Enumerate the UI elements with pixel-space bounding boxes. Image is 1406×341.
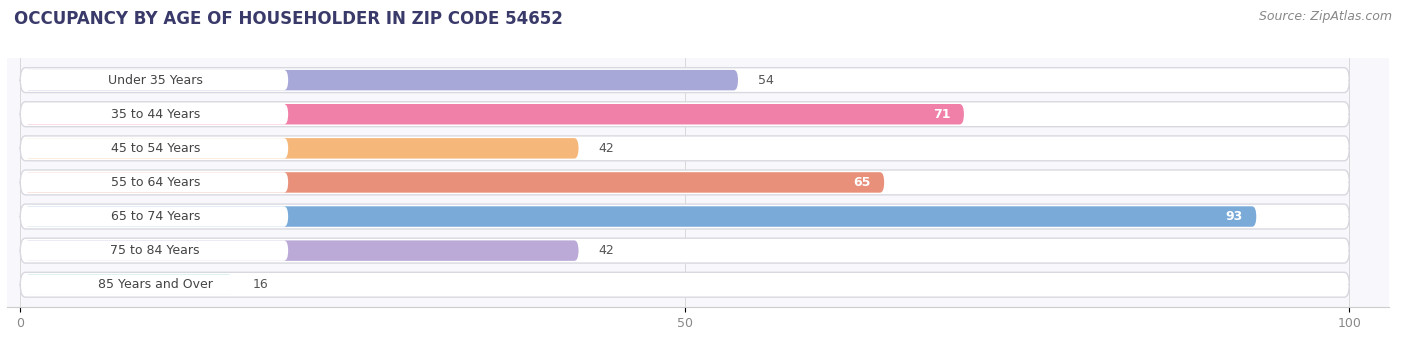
Text: 85 Years and Over: 85 Years and Over <box>98 278 212 291</box>
Text: Source: ZipAtlas.com: Source: ZipAtlas.com <box>1258 10 1392 23</box>
FancyBboxPatch shape <box>20 136 1350 161</box>
Text: 65 to 74 Years: 65 to 74 Years <box>111 210 200 223</box>
Text: 75 to 84 Years: 75 to 84 Years <box>111 244 200 257</box>
FancyBboxPatch shape <box>22 138 288 159</box>
Text: 54: 54 <box>758 74 773 87</box>
Text: Under 35 Years: Under 35 Years <box>108 74 202 87</box>
FancyBboxPatch shape <box>22 206 288 227</box>
Text: 42: 42 <box>599 142 614 155</box>
Text: 65: 65 <box>853 176 870 189</box>
FancyBboxPatch shape <box>22 240 288 261</box>
FancyBboxPatch shape <box>22 275 288 295</box>
Text: 35 to 44 Years: 35 to 44 Years <box>111 108 200 121</box>
FancyBboxPatch shape <box>24 240 578 261</box>
FancyBboxPatch shape <box>20 238 1350 263</box>
FancyBboxPatch shape <box>20 102 1350 127</box>
FancyBboxPatch shape <box>20 170 1350 195</box>
Text: 42: 42 <box>599 244 614 257</box>
FancyBboxPatch shape <box>24 206 1257 227</box>
FancyBboxPatch shape <box>24 275 233 295</box>
FancyBboxPatch shape <box>24 172 884 193</box>
Text: 45 to 54 Years: 45 to 54 Years <box>111 142 200 155</box>
Text: 16: 16 <box>253 278 269 291</box>
FancyBboxPatch shape <box>24 70 738 90</box>
FancyBboxPatch shape <box>22 70 288 90</box>
Text: 71: 71 <box>934 108 950 121</box>
FancyBboxPatch shape <box>24 138 578 159</box>
FancyBboxPatch shape <box>20 68 1350 93</box>
FancyBboxPatch shape <box>22 104 288 124</box>
Text: 55 to 64 Years: 55 to 64 Years <box>111 176 200 189</box>
Text: OCCUPANCY BY AGE OF HOUSEHOLDER IN ZIP CODE 54652: OCCUPANCY BY AGE OF HOUSEHOLDER IN ZIP C… <box>14 10 562 28</box>
FancyBboxPatch shape <box>22 172 288 193</box>
FancyBboxPatch shape <box>24 104 965 124</box>
FancyBboxPatch shape <box>20 204 1350 229</box>
Text: 93: 93 <box>1226 210 1243 223</box>
FancyBboxPatch shape <box>20 272 1350 297</box>
